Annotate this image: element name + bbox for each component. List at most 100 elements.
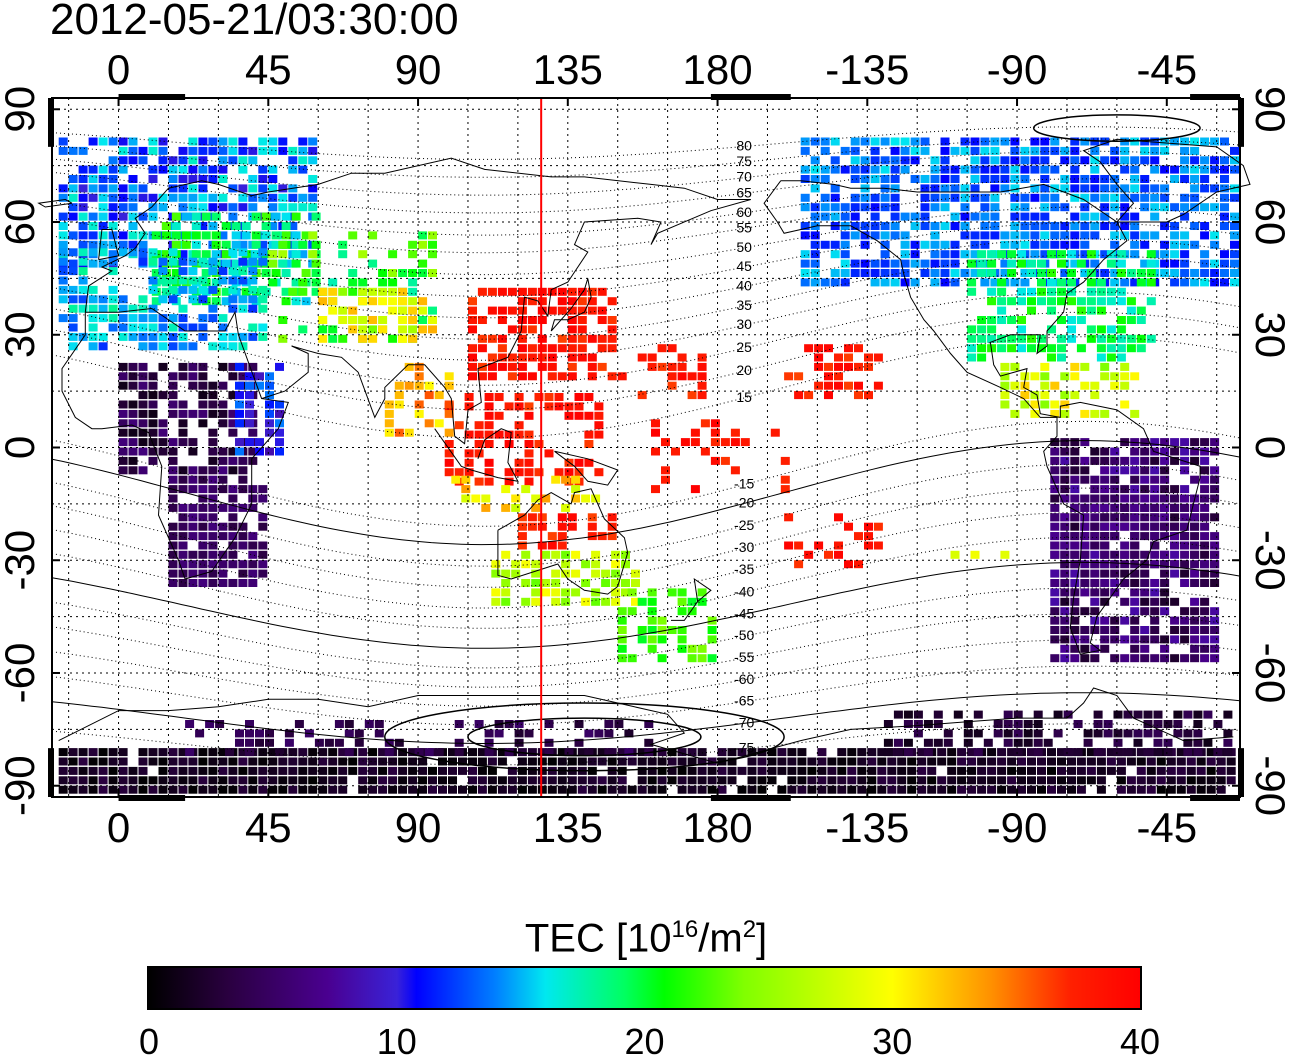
tec-cell	[228, 447, 238, 456]
tec-cell	[1120, 184, 1130, 193]
tec-cell	[178, 276, 188, 285]
tec-cell	[268, 222, 278, 230]
tec-cell	[218, 276, 228, 285]
tec-cell	[168, 175, 178, 183]
tec-cell	[68, 285, 78, 294]
tec-cell	[524, 430, 534, 439]
tec-cell	[378, 278, 388, 287]
tec-cell	[261, 231, 271, 240]
tec-cell	[647, 362, 657, 371]
mlat-contour-label: -55	[734, 649, 754, 665]
tec-cell	[248, 276, 258, 285]
tec-cell	[977, 325, 987, 334]
tec-cell	[408, 297, 418, 306]
tec-cell	[1050, 240, 1060, 249]
tec-cell	[647, 353, 657, 362]
tec-cell	[98, 332, 108, 341]
tec-cell	[584, 458, 594, 467]
tec-cell	[1136, 344, 1146, 353]
tec-cell	[1170, 494, 1180, 503]
tec-cell	[118, 456, 128, 465]
tec-cell	[1100, 456, 1110, 465]
tec-cell	[957, 766, 967, 775]
tec-cell	[1230, 146, 1239, 155]
tec-cell	[537, 344, 547, 353]
tec-cell	[238, 748, 248, 757]
tec-cell	[1220, 222, 1229, 230]
tec-cell	[651, 419, 660, 428]
tec-cell	[557, 334, 567, 343]
tec-cell	[275, 409, 284, 418]
tec-cell	[98, 785, 108, 794]
tec-cell	[1007, 316, 1017, 324]
tec-cell	[997, 334, 1007, 343]
tec-cell	[181, 240, 191, 249]
tec-cell	[1030, 240, 1040, 249]
tec-cell	[557, 372, 567, 381]
tec-cell	[820, 146, 830, 155]
tec-cell	[501, 550, 511, 559]
tec-cell	[268, 757, 278, 766]
tec-cell	[584, 393, 594, 401]
tec-cell	[1080, 513, 1090, 522]
tec-cell	[624, 748, 634, 757]
tec-cell	[58, 748, 68, 757]
tec-cell	[860, 269, 870, 277]
tec-cell	[857, 776, 867, 785]
tec-cell	[960, 222, 970, 230]
tec-cell	[1040, 222, 1050, 230]
tec-cell	[910, 146, 920, 155]
tec-cell	[368, 297, 378, 306]
tec-cell	[880, 175, 890, 183]
tec-cell	[1200, 532, 1210, 541]
tec-cell	[847, 757, 857, 766]
tec-cell	[521, 579, 531, 587]
tec-cell	[1070, 616, 1080, 625]
tec-cell	[677, 626, 687, 634]
tec-cell	[1200, 569, 1210, 578]
tec-cell	[188, 175, 198, 183]
tec-cell	[218, 766, 228, 775]
tec-cell	[1123, 748, 1133, 757]
tec-cell	[168, 285, 178, 294]
tec-cell	[1130, 193, 1140, 202]
tec-cell	[218, 409, 228, 418]
tec-cell	[657, 748, 667, 757]
tec-cell	[1150, 607, 1160, 616]
tec-cell	[228, 579, 238, 587]
tec-cell	[917, 748, 927, 757]
tec-cell	[1090, 532, 1100, 541]
tec-cell	[1090, 165, 1100, 174]
tec-cell	[1220, 250, 1229, 259]
tec-cell	[980, 240, 990, 249]
tec-cell	[524, 440, 534, 448]
tec-cell	[1180, 560, 1190, 569]
tec-cell	[1130, 626, 1140, 634]
tec-cell	[444, 449, 454, 458]
tec-cell	[960, 212, 970, 221]
tec-cell	[1017, 287, 1026, 296]
tec-cell	[218, 156, 228, 165]
tec-cell	[697, 766, 707, 775]
tec-cell	[128, 146, 138, 155]
tec-cell	[218, 485, 228, 494]
tec-cell	[1057, 757, 1066, 766]
tec-cell	[1210, 541, 1220, 550]
tec-cell	[913, 729, 923, 738]
tec-cell	[1060, 494, 1070, 503]
tec-cell	[1230, 212, 1239, 221]
tec-cell	[507, 306, 517, 315]
tec-cell	[474, 477, 484, 486]
tec-cell	[1153, 748, 1163, 757]
tec-cell	[288, 766, 298, 775]
tec-cell	[1050, 597, 1060, 606]
tec-cell	[245, 381, 254, 390]
tec-cell	[68, 748, 78, 757]
tec-cell	[697, 372, 707, 381]
tec-cell	[950, 146, 960, 155]
tec-cell	[903, 720, 913, 728]
tec-cell	[1130, 654, 1140, 663]
tec-cell	[1070, 391, 1080, 400]
tec-cell	[1180, 156, 1190, 165]
tec-cell	[168, 400, 178, 409]
